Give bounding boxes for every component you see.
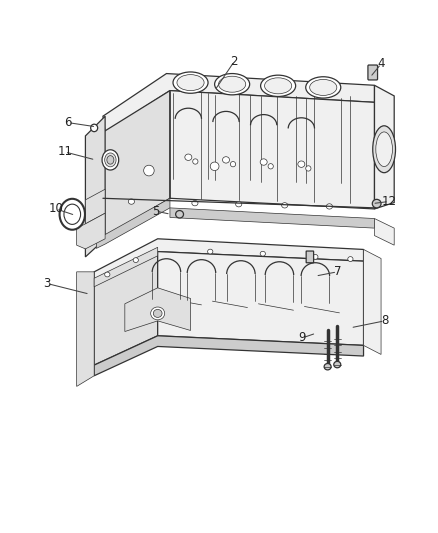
Ellipse shape [60,199,85,230]
Ellipse shape [334,361,341,368]
FancyBboxPatch shape [306,251,314,263]
Polygon shape [103,74,374,132]
Text: 5: 5 [152,205,159,217]
Text: 2: 2 [230,55,238,68]
Ellipse shape [265,78,292,94]
Polygon shape [170,91,374,209]
Polygon shape [103,91,170,239]
Polygon shape [94,252,158,365]
Text: 12: 12 [381,195,396,208]
Polygon shape [96,198,170,248]
Text: 11: 11 [57,146,72,158]
Ellipse shape [219,76,246,92]
Ellipse shape [372,199,381,208]
Ellipse shape [298,161,305,167]
Ellipse shape [260,159,267,165]
Polygon shape [374,85,394,209]
Ellipse shape [208,249,213,254]
Polygon shape [77,272,94,386]
Polygon shape [85,116,105,257]
Ellipse shape [260,251,265,256]
Ellipse shape [64,204,81,224]
FancyBboxPatch shape [368,65,378,80]
Ellipse shape [102,150,119,170]
Ellipse shape [223,157,230,163]
Ellipse shape [153,309,162,318]
Ellipse shape [215,74,250,95]
Ellipse shape [236,201,242,207]
Ellipse shape [176,211,184,218]
Text: 8: 8 [381,314,388,327]
Ellipse shape [105,153,116,167]
Ellipse shape [306,77,341,98]
Text: 9: 9 [298,332,306,344]
Ellipse shape [144,165,154,176]
Polygon shape [77,213,105,249]
Ellipse shape [105,272,110,277]
Ellipse shape [173,72,208,93]
Polygon shape [158,252,364,345]
Ellipse shape [151,307,165,320]
Ellipse shape [128,199,134,204]
Text: 3: 3 [44,277,51,290]
Polygon shape [94,336,364,376]
Ellipse shape [373,126,396,173]
Ellipse shape [192,200,198,206]
Polygon shape [85,189,105,224]
Ellipse shape [313,255,318,260]
Text: 10: 10 [49,203,64,215]
Ellipse shape [326,204,332,209]
Text: 6: 6 [64,116,72,129]
Ellipse shape [310,79,337,95]
Ellipse shape [91,124,98,132]
Polygon shape [94,239,364,284]
Ellipse shape [230,161,236,167]
Ellipse shape [306,166,311,171]
Ellipse shape [261,75,296,96]
Ellipse shape [348,257,353,262]
Ellipse shape [324,364,331,370]
Polygon shape [364,249,381,354]
Ellipse shape [376,132,392,166]
Ellipse shape [268,164,273,169]
Ellipse shape [133,257,138,263]
Ellipse shape [185,154,192,160]
Text: 4: 4 [377,58,385,70]
Polygon shape [170,208,374,228]
Polygon shape [374,219,394,245]
Polygon shape [94,247,158,287]
Text: 7: 7 [333,265,341,278]
Ellipse shape [177,75,204,91]
Ellipse shape [282,203,288,208]
Ellipse shape [107,156,114,164]
Ellipse shape [210,162,219,171]
Polygon shape [125,288,191,332]
Ellipse shape [193,159,198,164]
